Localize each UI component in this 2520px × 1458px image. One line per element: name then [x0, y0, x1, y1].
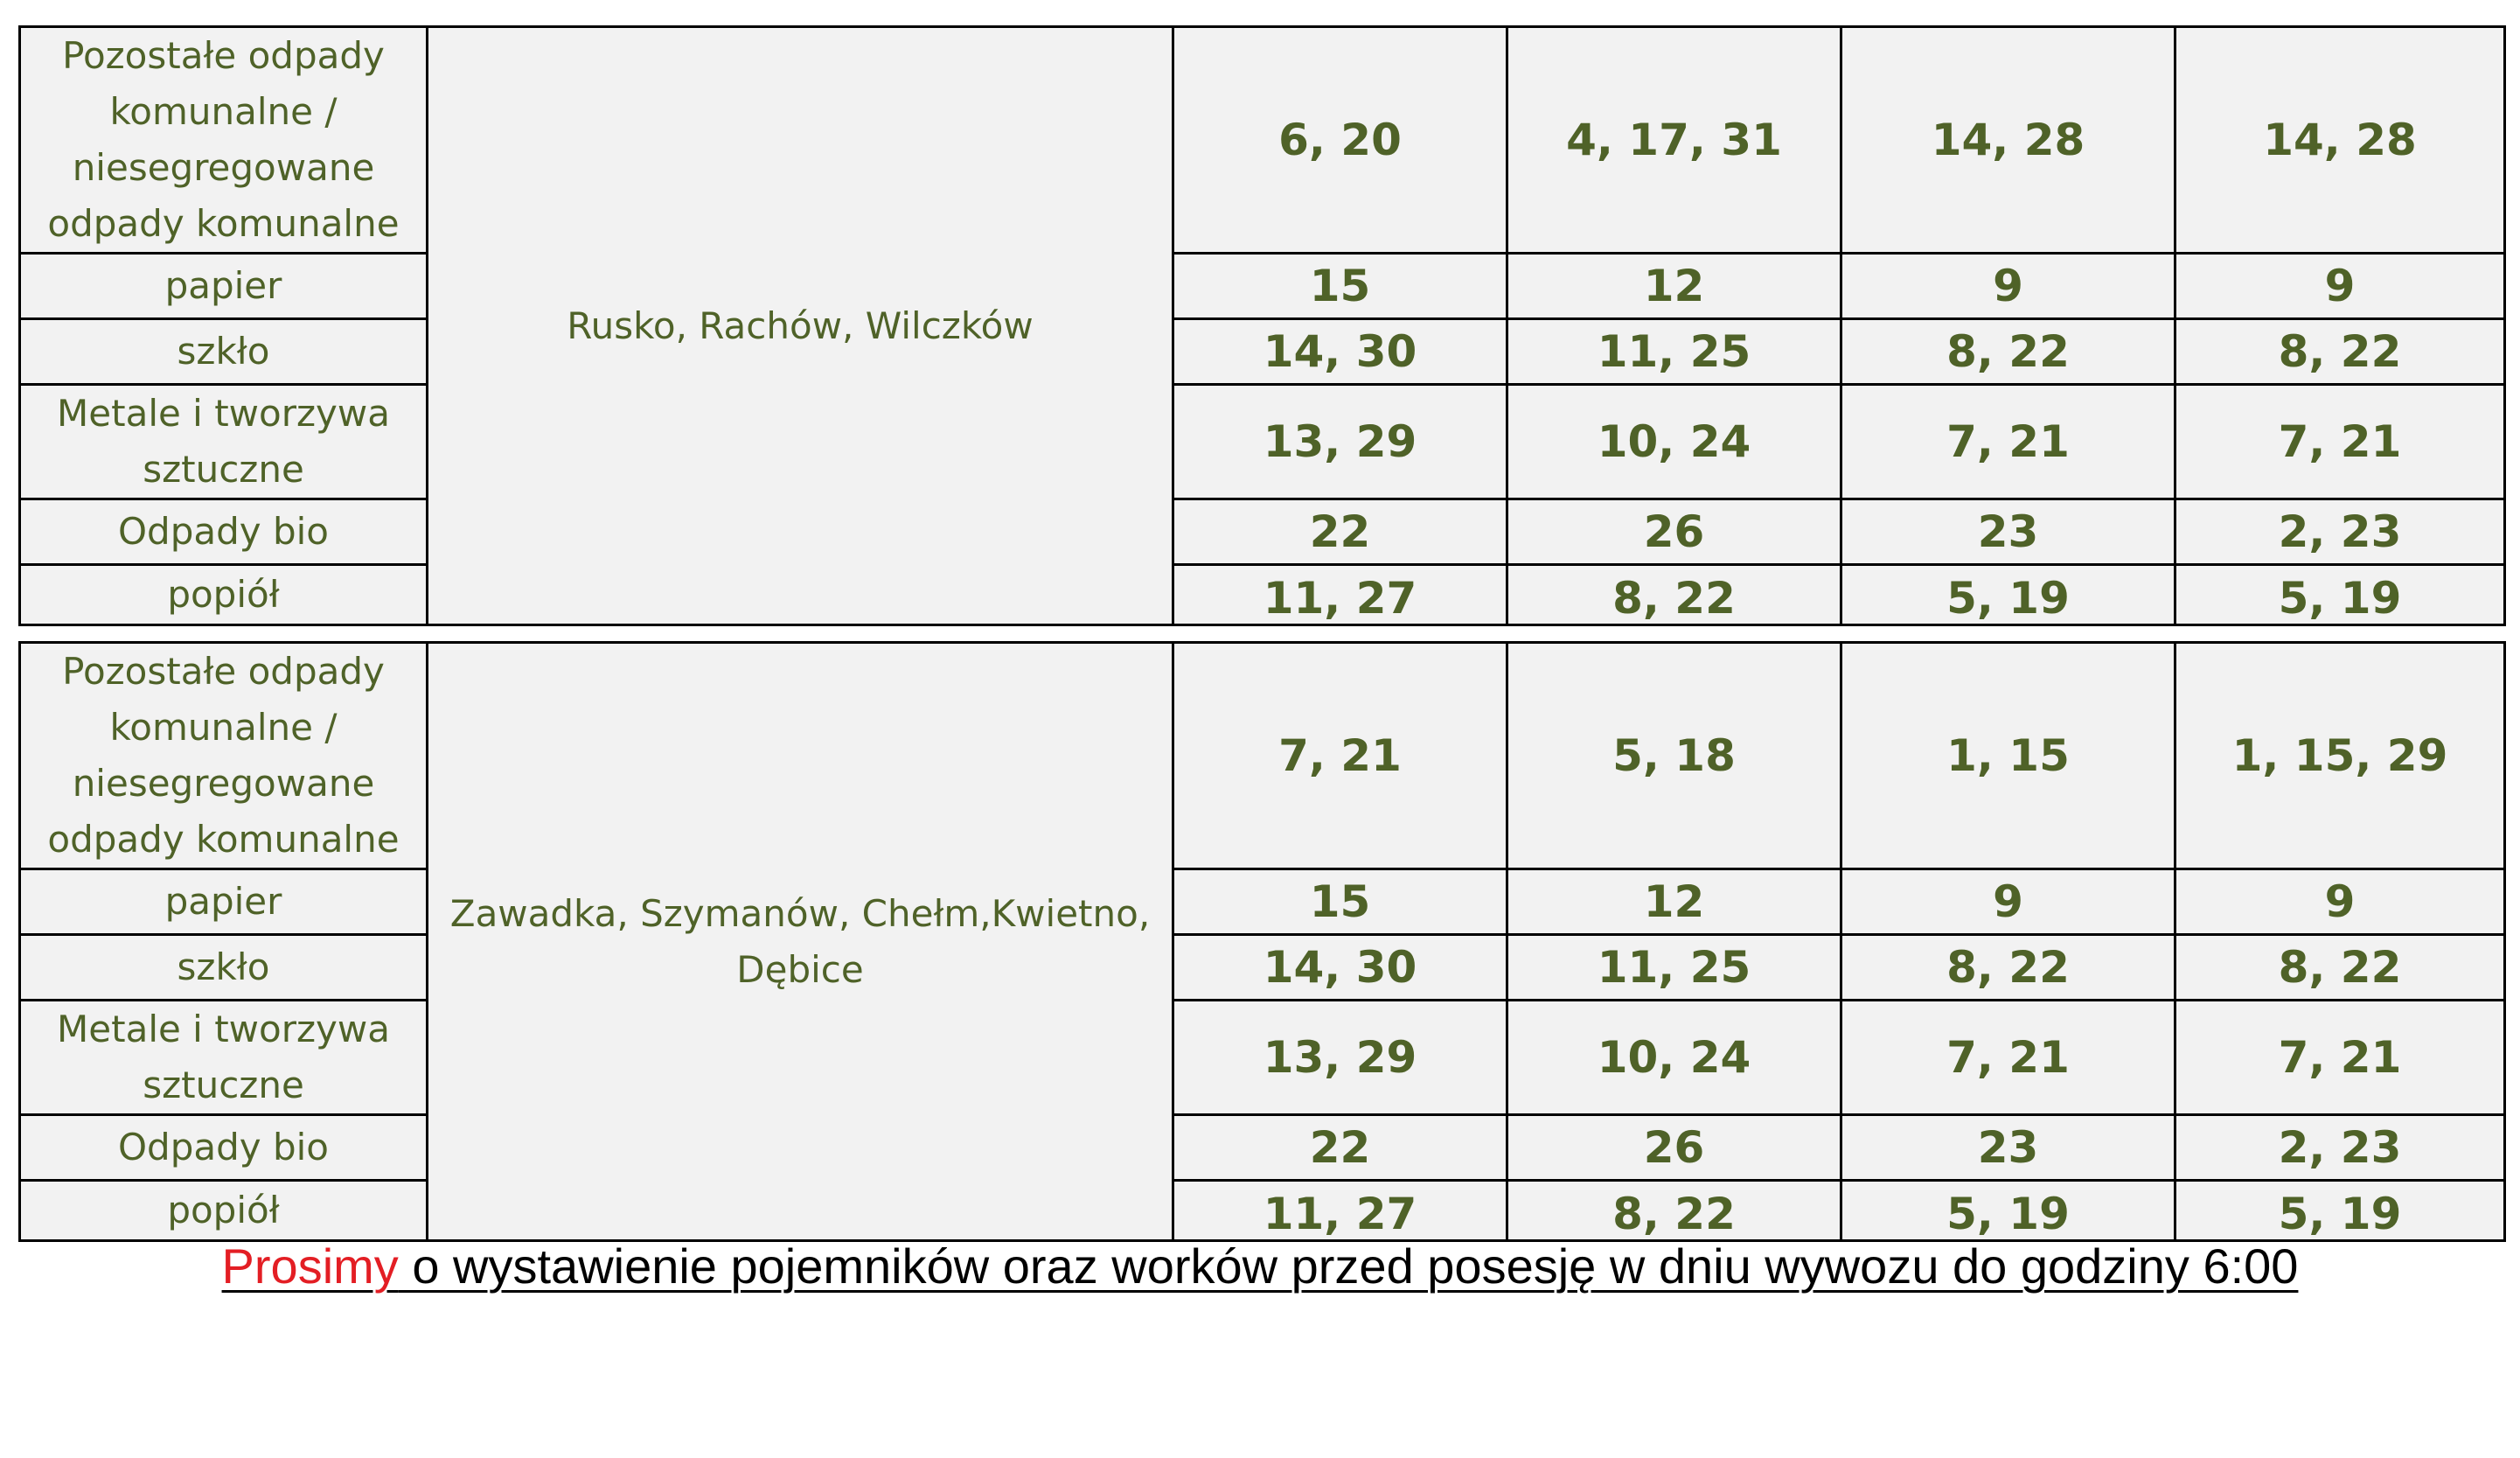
collection-schedule-table-2: Pozostałe odpady komunalne / niesegregow… — [18, 641, 2506, 1242]
notice-highlight: Prosimy — [221, 1238, 399, 1294]
pickup-dates: 5, 19 — [2174, 563, 2506, 626]
pickup-dates: 9 — [1840, 252, 2176, 320]
pickup-dates: 5, 19 — [2174, 1179, 2506, 1242]
pickup-dates: 13, 29 — [1172, 383, 1508, 500]
pickup-dates: 12 — [1506, 868, 1842, 936]
pickup-dates: 13, 29 — [1172, 999, 1508, 1116]
pickup-dates: 8, 22 — [2174, 933, 2506, 1001]
notice-body: o wystawienie pojemników oraz worków prz… — [398, 1238, 2299, 1294]
waste-type-label: popiół — [18, 563, 428, 626]
waste-type-label: szkło — [18, 933, 428, 1001]
pickup-dates: 11, 25 — [1506, 317, 1842, 386]
waste-type-label: Pozostałe odpady komunalne / niesegregow… — [18, 25, 428, 255]
table-row: papier 15 12 9 9 — [18, 252, 2506, 320]
pickup-dates: 10, 24 — [1506, 383, 1842, 500]
table-row: popiół 11, 27 8, 22 5, 19 5, 19 — [18, 563, 2506, 626]
pickup-dates: 14, 30 — [1172, 933, 1508, 1001]
pickup-dates: 5, 18 — [1506, 641, 1842, 870]
pickup-dates: 9 — [2174, 252, 2506, 320]
pickup-dates: 2, 23 — [2174, 1113, 2506, 1182]
pickup-dates: 14, 28 — [2174, 25, 2506, 255]
waste-type-label: Pozostałe odpady komunalne / niesegregow… — [18, 641, 428, 870]
pickup-dates: 11, 25 — [1506, 933, 1842, 1001]
pickup-dates: 14, 28 — [1840, 25, 2176, 255]
pickup-dates: 1, 15, 29 — [2174, 641, 2506, 870]
pickup-dates: 7, 21 — [1172, 641, 1508, 870]
pickup-dates: 5, 19 — [1840, 563, 2176, 626]
pickup-dates: 7, 21 — [2174, 999, 2506, 1116]
pickup-dates: 14, 30 — [1172, 317, 1508, 386]
pickup-dates: 26 — [1506, 498, 1842, 566]
pickup-dates: 7, 21 — [1840, 999, 2176, 1116]
table-row: Metale i tworzywa sztuczne 13, 29 10, 24… — [18, 383, 2506, 500]
waste-type-label: Odpady bio — [18, 498, 428, 566]
village-names: Rusko, Rachów, Wilczków — [426, 25, 1174, 626]
table-row: Odpady bio 22 26 23 2, 23 — [18, 1113, 2506, 1182]
waste-type-label: popiół — [18, 1179, 428, 1242]
pickup-dates: 7, 21 — [1840, 383, 2176, 500]
pickup-dates: 9 — [2174, 868, 2506, 936]
pickup-dates: 12 — [1506, 252, 1842, 320]
pickup-dates: 23 — [1840, 1113, 2176, 1182]
notice-text-line: Prosimy o wystawienie pojemników oraz wo… — [222, 1238, 2299, 1294]
table-row: szkło 14, 30 11, 25 8, 22 8, 22 — [18, 317, 2506, 386]
waste-type-label: papier — [18, 252, 428, 320]
table-row: szkło 14, 30 11, 25 8, 22 8, 22 — [18, 933, 2506, 1001]
waste-type-label: szkło — [18, 317, 428, 386]
village-names: Zawadka, Szymanów, Chełm,Kwietno, Dębice — [426, 641, 1174, 1242]
pickup-dates: 23 — [1840, 498, 2176, 566]
pickup-dates: 4, 17, 31 — [1506, 25, 1842, 255]
pickup-dates: 15 — [1172, 252, 1508, 320]
table-row: popiół 11, 27 8, 22 5, 19 5, 19 — [18, 1179, 2506, 1242]
pickup-dates: 8, 22 — [1840, 317, 2176, 386]
pickup-dates: 7, 21 — [2174, 383, 2506, 500]
pickup-dates: 1, 15 — [1840, 641, 2176, 870]
pickup-dates: 15 — [1172, 868, 1508, 936]
pickup-dates: 10, 24 — [1506, 999, 1842, 1116]
table-row: papier 15 12 9 9 — [18, 868, 2506, 936]
table-row: Odpady bio 22 26 23 2, 23 — [18, 498, 2506, 566]
pickup-dates: 22 — [1172, 1113, 1508, 1182]
collection-schedule-table-1: Pozostałe odpady komunalne / niesegregow… — [18, 25, 2506, 626]
waste-type-label: papier — [18, 868, 428, 936]
table-row: Metale i tworzywa sztuczne 13, 29 10, 24… — [18, 999, 2506, 1116]
pickup-dates: 22 — [1172, 498, 1508, 566]
pickup-dates: 11, 27 — [1172, 563, 1508, 626]
pickup-dates: 26 — [1506, 1113, 1842, 1182]
waste-type-label: Metale i tworzywa sztuczne — [18, 999, 428, 1116]
pickup-dates: 2, 23 — [2174, 498, 2506, 566]
pickup-dates: 8, 22 — [1506, 1179, 1842, 1242]
table-row: Pozostałe odpady komunalne / niesegregow… — [18, 25, 2506, 626]
collection-notice: Prosimy o wystawienie pojemników oraz wo… — [0, 1236, 2520, 1297]
pickup-dates: 8, 22 — [1506, 563, 1842, 626]
table-row: Pozostałe odpady komunalne / niesegregow… — [18, 641, 2506, 1242]
pickup-dates: 8, 22 — [2174, 317, 2506, 386]
waste-type-label: Odpady bio — [18, 1113, 428, 1182]
pickup-dates: 5, 19 — [1840, 1179, 2176, 1242]
pickup-dates: 6, 20 — [1172, 25, 1508, 255]
pickup-dates: 11, 27 — [1172, 1179, 1508, 1242]
pickup-dates: 9 — [1840, 868, 2176, 936]
pickup-dates: 8, 22 — [1840, 933, 2176, 1001]
waste-type-label: Metale i tworzywa sztuczne — [18, 383, 428, 500]
